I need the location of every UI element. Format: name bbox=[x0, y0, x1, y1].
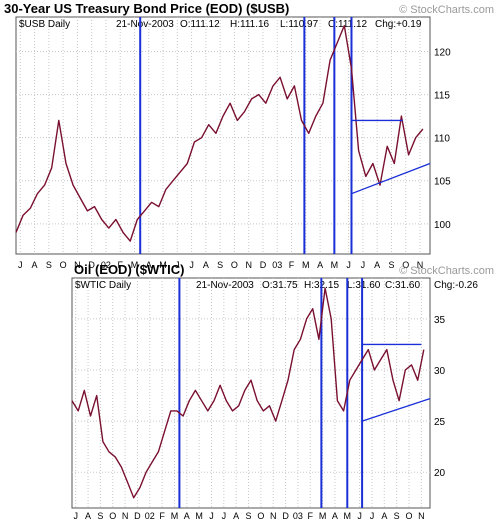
wtic-chart-title: Oil (EOD) ($WTIC) bbox=[74, 262, 185, 277]
usb-x-tick-label: O bbox=[402, 260, 409, 270]
usb-x-tick-label: J bbox=[346, 260, 351, 270]
usb-quote-date: 21-Nov-2003 bbox=[116, 19, 174, 30]
usb-y-tick-label: 120 bbox=[434, 47, 451, 58]
wtic-x-tick-label: S bbox=[97, 511, 103, 521]
wtic-quote-close: C:31.60 bbox=[385, 280, 420, 291]
usb-quote-close: C:111.12 bbox=[328, 19, 368, 30]
wtic-x-tick-label: M bbox=[171, 511, 179, 521]
wtic-x-tick-label: M bbox=[344, 511, 352, 521]
wtic-price-line bbox=[71, 287, 425, 499]
usb-quote-change: Chg:+0.19 bbox=[375, 19, 422, 30]
wtic-x-tick-label: N bbox=[418, 511, 425, 521]
usb-x-tick-label: M bbox=[131, 260, 139, 270]
wtic-y-tick-label: 35 bbox=[434, 315, 446, 326]
wtic-x-tick-label: A bbox=[85, 511, 91, 521]
wtic-x-tick-label: J bbox=[222, 511, 227, 521]
usb-y-tick-label: 110 bbox=[434, 134, 450, 145]
wtic-x-tick-label: M bbox=[319, 511, 327, 521]
usb-x-tick-label: F bbox=[117, 260, 123, 270]
wtic-x-tick-label: F bbox=[308, 511, 314, 521]
usb-quote-high: H:111.16 bbox=[230, 19, 270, 30]
wtic-x-tick-label: S bbox=[246, 511, 252, 521]
usb-y-tick-label: 105 bbox=[434, 177, 451, 188]
usb-x-tick-label: O bbox=[60, 260, 67, 270]
usb-watermark: © StockCharts.com bbox=[399, 4, 494, 16]
wtic-series-label: $WTIC Daily bbox=[75, 280, 131, 291]
usb-x-tick-label: J bbox=[189, 260, 194, 270]
usb-x-tick-label: A bbox=[146, 260, 152, 270]
usb-x-tick-label: M bbox=[159, 260, 167, 270]
wtic-y-axis: 20 25 30 35 bbox=[434, 315, 446, 479]
wtic-plot-frame bbox=[71, 277, 431, 509]
wtic-y-tick-label: 30 bbox=[434, 366, 446, 377]
usb-trendline bbox=[351, 162, 431, 195]
wtic-y-tick-label: 25 bbox=[434, 417, 446, 428]
usb-y-tick-label: 100 bbox=[434, 220, 451, 231]
usb-x-tick-label: S bbox=[46, 260, 52, 270]
wtic-x-axis: J A S O N D 02 F M A M J J A S O N D 03 F M A M J J A S O N bbox=[73, 511, 424, 521]
usb-x-tick-label: 03 bbox=[272, 260, 282, 270]
wtic-series-layer bbox=[71, 278, 431, 508]
wtic-x-tick-label: J bbox=[357, 511, 362, 521]
usb-quote-open: O:111.12 bbox=[180, 19, 220, 30]
usb-x-axis: J A S O N D 02 F M A M J J A S O N D 03 F M A M J J A S O N bbox=[18, 260, 423, 270]
wtic-x-tick-label: O bbox=[406, 511, 413, 521]
wtic-trendline bbox=[361, 398, 431, 422]
usb-x-tick-label: S bbox=[388, 260, 394, 270]
usb-x-tick-label: 02 bbox=[101, 260, 111, 270]
usb-x-tick-label: D bbox=[88, 260, 95, 270]
usb-series-label: $USB Daily bbox=[19, 19, 70, 30]
wtic-x-tick-label: D bbox=[134, 511, 141, 521]
usb-y-tick-label: 115 bbox=[434, 91, 450, 102]
usb-x-tick-label: N bbox=[74, 260, 81, 270]
usb-x-tick-label: A bbox=[32, 260, 38, 270]
wtic-x-tick-label: O bbox=[109, 511, 116, 521]
usb-series-layer bbox=[15, 17, 431, 254]
usb-price-line bbox=[15, 24, 424, 242]
wtic-x-tick-label: A bbox=[184, 511, 190, 521]
usb-x-tick-label: J bbox=[361, 260, 366, 270]
wtic-x-tick-label: O bbox=[257, 511, 264, 521]
wtic-x-tick-label: J bbox=[370, 511, 375, 521]
wtic-x-tick-label: N bbox=[122, 511, 129, 521]
usb-x-tick-label: F bbox=[289, 260, 295, 270]
wtic-x-tick-label: A bbox=[381, 511, 387, 521]
usb-x-tick-label: O bbox=[231, 260, 238, 270]
wtic-panel: Oil (EOD) ($WTIC) © StockCharts.com $WTI… bbox=[71, 262, 494, 521]
usb-y-axis: 100 105 110 115 120 bbox=[434, 47, 451, 230]
usb-x-tick-label: M bbox=[302, 260, 310, 270]
wtic-x-tick-label: F bbox=[159, 511, 165, 521]
usb-quote-low: L:110.97 bbox=[280, 19, 319, 30]
wtic-x-tick-label: A bbox=[233, 511, 239, 521]
usb-plot-frame bbox=[15, 16, 431, 255]
wtic-quote-date: 21-Nov-2003 bbox=[196, 280, 254, 291]
usb-x-tick-label: J bbox=[18, 260, 23, 270]
wtic-x-tick-label: A bbox=[332, 511, 338, 521]
wtic-x-tick-label: M bbox=[195, 511, 203, 521]
wtic-x-tick-label: 02 bbox=[145, 511, 155, 521]
wtic-x-tick-label: S bbox=[394, 511, 400, 521]
usb-x-tick-label: S bbox=[217, 260, 223, 270]
usb-x-tick-label: N bbox=[245, 260, 252, 270]
usb-x-tick-label: A bbox=[203, 260, 209, 270]
wtic-watermark: © StockCharts.com bbox=[399, 265, 494, 277]
usb-x-tick-label: N bbox=[417, 260, 424, 270]
usb-chart-title: 30-Year US Treasury Bond Price (EOD) ($U… bbox=[4, 1, 289, 16]
wtic-quote-open: O:31.75 bbox=[262, 280, 298, 291]
usb-panel: 30-Year US Treasury Bond Price (EOD) ($U… bbox=[4, 1, 494, 270]
usb-x-tick-label: A bbox=[374, 260, 380, 270]
wtic-x-tick-label: J bbox=[209, 511, 214, 521]
wtic-y-tick-label: 20 bbox=[434, 468, 446, 479]
usb-x-tick-label: M bbox=[331, 260, 339, 270]
usb-x-tick-label: J bbox=[175, 260, 180, 270]
usb-x-tick-label: D bbox=[260, 260, 267, 270]
wtic-x-tick-label: 03 bbox=[293, 511, 303, 521]
wtic-quote-low: L:31.60 bbox=[347, 280, 381, 291]
wtic-quote-change: Chg:-0.26 bbox=[434, 280, 478, 291]
wtic-x-tick-label: N bbox=[270, 511, 277, 521]
wtic-x-tick-label: D bbox=[282, 511, 289, 521]
usb-x-tick-label: A bbox=[317, 260, 323, 270]
wtic-x-tick-label: J bbox=[73, 511, 78, 521]
